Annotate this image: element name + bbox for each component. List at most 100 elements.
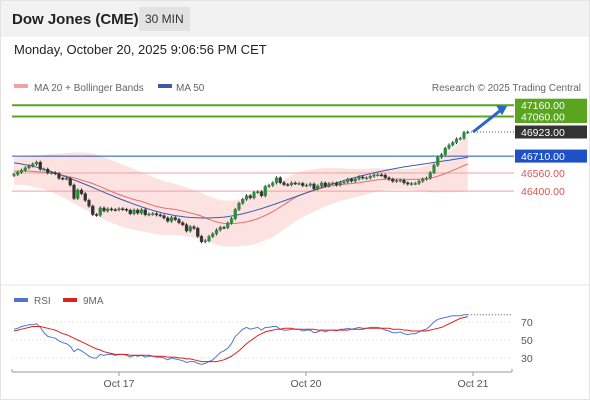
candle <box>263 184 267 198</box>
candle-body <box>263 186 267 196</box>
timeframe-button[interactable]: 30 MIN <box>139 7 190 31</box>
candle-body <box>286 184 290 186</box>
candle-body <box>379 174 384 177</box>
bollinger-bands <box>14 136 468 247</box>
candle <box>64 176 69 181</box>
candle-body <box>154 213 159 216</box>
candle-body <box>316 185 320 189</box>
candle-body <box>406 182 410 185</box>
candle-body <box>282 182 286 185</box>
candle-body <box>274 177 279 184</box>
candle-body <box>301 183 305 186</box>
candle-body <box>421 178 425 182</box>
candle <box>402 178 406 185</box>
candle-body <box>109 208 114 211</box>
x-tick-label-1: Oct 20 <box>291 378 322 390</box>
candle <box>451 140 455 147</box>
candle <box>353 177 357 183</box>
candle-body <box>289 182 294 186</box>
candle-body <box>342 181 346 184</box>
candle-body <box>244 195 249 200</box>
arrow-shaft <box>472 108 503 134</box>
candle-body <box>214 229 219 235</box>
bollinger-band-area <box>14 136 468 247</box>
candle-body <box>402 179 406 184</box>
candle-body <box>19 170 24 173</box>
candle <box>379 173 384 177</box>
candle <box>27 164 31 170</box>
candle <box>282 180 286 187</box>
candle <box>16 170 20 176</box>
candle <box>447 143 451 150</box>
candle <box>46 167 50 175</box>
candle-body <box>346 179 350 183</box>
candle-body <box>222 227 226 229</box>
level-label-bg-1 <box>515 110 587 124</box>
candle <box>259 190 264 198</box>
candle <box>297 181 301 186</box>
candle <box>334 181 339 187</box>
candle <box>278 176 282 185</box>
level-label-4: 46560.00 <box>521 168 565 180</box>
candle-body <box>436 157 440 166</box>
price-levels <box>12 104 514 192</box>
candle <box>319 181 324 188</box>
candle <box>417 179 421 186</box>
ma20-legend-label: MA 20 + Bollinger Bands <box>34 83 144 94</box>
rsi-line <box>13 314 468 365</box>
candle-body <box>79 189 84 194</box>
candle-body <box>53 172 57 174</box>
candle <box>12 172 16 178</box>
rsi-tick-70: 70 <box>521 317 533 329</box>
ma20-legend-swatch <box>14 84 28 88</box>
candle-body <box>413 183 417 185</box>
candle <box>316 184 320 191</box>
candle-body <box>267 185 271 187</box>
candle <box>428 171 432 180</box>
candle-body <box>177 219 181 223</box>
candle <box>372 173 376 178</box>
candle <box>177 217 181 225</box>
candle-body <box>376 174 380 177</box>
candle <box>87 198 91 208</box>
candle-body <box>334 182 339 186</box>
candle-body <box>338 182 342 186</box>
candle <box>158 213 162 218</box>
candle <box>226 221 230 230</box>
candle <box>117 207 121 212</box>
instrument-title: Dow Jones (CME) <box>12 11 139 28</box>
candle <box>38 160 42 171</box>
candle <box>241 197 245 205</box>
candle <box>199 234 204 244</box>
candle <box>342 180 346 185</box>
candle <box>398 178 402 183</box>
candle-body <box>383 174 387 179</box>
candle <box>409 181 414 186</box>
candle-body <box>61 178 65 180</box>
candle <box>184 223 189 233</box>
candle-body <box>432 164 436 173</box>
candle <box>301 181 305 188</box>
candle-body <box>394 180 399 182</box>
candle <box>346 177 350 184</box>
candle <box>214 228 219 236</box>
candle <box>83 192 87 202</box>
candle <box>203 239 207 244</box>
candle-body <box>38 161 42 170</box>
candle-body <box>151 213 155 215</box>
candle-body <box>312 183 316 189</box>
candle <box>173 216 177 222</box>
candle <box>31 162 35 168</box>
credit-text: Research © 2025 Trading Central <box>432 83 581 94</box>
candle-body <box>462 132 466 139</box>
candle <box>207 234 211 243</box>
candle <box>211 232 215 239</box>
candle <box>19 168 24 174</box>
candle-body <box>256 191 260 194</box>
candle-body <box>248 195 252 199</box>
candle-body <box>211 233 215 237</box>
candle <box>68 176 72 187</box>
rsi-pane: 70 50 30 <box>12 314 533 365</box>
candle <box>94 212 99 217</box>
